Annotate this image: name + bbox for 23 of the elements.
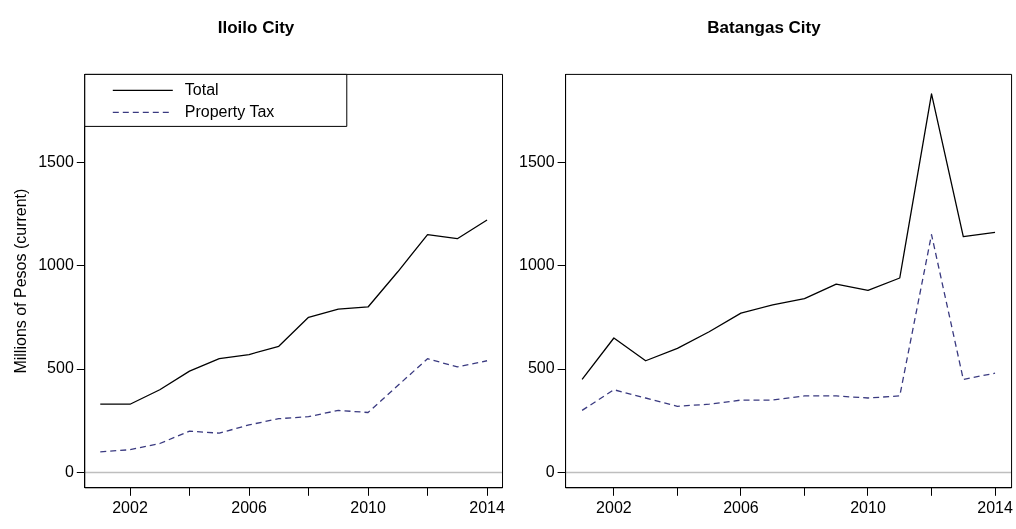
y-tick-label: 1500	[38, 152, 74, 170]
y-tick-label: 0	[64, 462, 74, 480]
legend-label: Property Tax	[184, 102, 275, 120]
x-tick-label: 2010	[850, 498, 886, 516]
x-tick-label: 2006	[723, 498, 759, 516]
y-axis-title: Millions of Pesos (current)	[12, 188, 30, 374]
legend-label: Total	[184, 80, 219, 98]
x-tick-label: 2010	[350, 498, 386, 516]
x-tick-label: 2014	[977, 498, 1013, 516]
line-series	[99, 358, 488, 453]
y-tick-label: 0	[545, 462, 555, 480]
y-tick-label: 1500	[519, 152, 555, 170]
y-tick-label: 1000	[38, 255, 74, 273]
line-series	[581, 233, 996, 412]
chart-title: Batangas City	[707, 17, 822, 37]
y-tick-label: 1000	[519, 255, 555, 273]
y-tick-label: 500	[527, 359, 555, 377]
x-tick-label: 2002	[112, 498, 148, 516]
chart-title: Iloilo City	[217, 17, 295, 37]
x-tick-label: 2002	[596, 498, 632, 516]
y-tick-label: 500	[47, 359, 74, 377]
x-tick-label: 2006	[231, 498, 267, 516]
x-tick-label: 2014	[469, 498, 505, 516]
